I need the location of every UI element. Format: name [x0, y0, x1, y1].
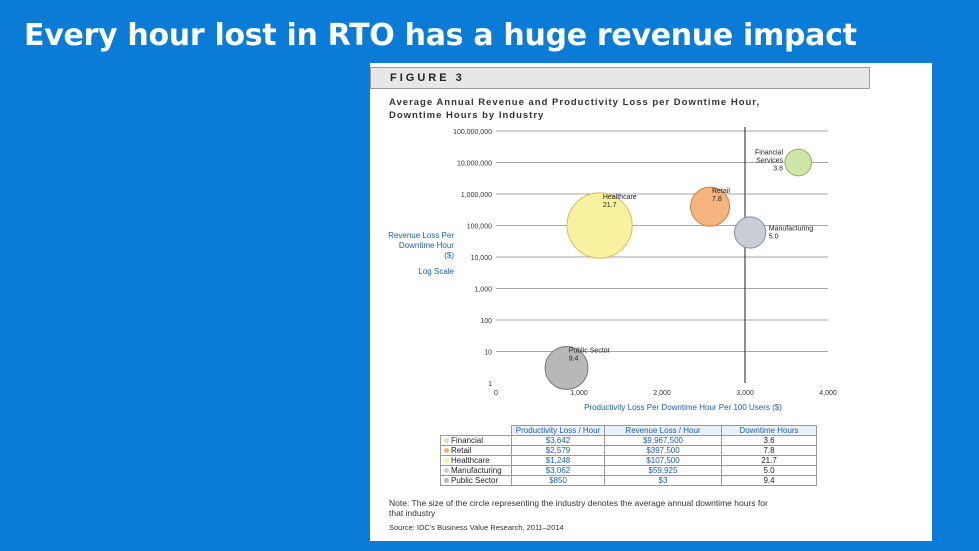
table-cell-productivity: $2,579 — [511, 445, 605, 456]
y-axis-label-line3: ($) — [444, 251, 454, 260]
bubble-financial-services — [784, 148, 813, 177]
chart-grid: 1 10 100 1,000 10,000 100,000 1,000,000 10,000,… — [453, 127, 837, 397]
table-header-revenue: Revenue Loss / Hour — [604, 425, 722, 436]
table-cell-revenue: $3 — [604, 475, 722, 486]
table-cell-industry: Healthcare — [440, 455, 512, 466]
table-cell-industry: Manufacturing — [440, 465, 512, 476]
figure-subtitle-line2: Downtime Hours by Industry — [389, 110, 545, 121]
x-tick-label: 0 — [494, 390, 498, 397]
table-header-empty — [440, 425, 512, 436]
bubble-public-sector — [544, 346, 589, 390]
y-tick-label: 10,000 — [471, 255, 493, 262]
table-cell-productivity: $850 — [511, 475, 605, 486]
figure-source: Source: IDC's Business Value Research, 2… — [389, 523, 564, 532]
x-tick-label: 3,000 — [736, 390, 754, 397]
legend-swatch — [444, 438, 449, 444]
bubble-retail — [690, 186, 731, 227]
x-tick-label: 2,000 — [653, 390, 671, 397]
y-tick-label: 10,000,000 — [457, 161, 492, 168]
y-tick-label: 1 — [488, 381, 492, 388]
table-cell-downtime: 5.0 — [721, 465, 817, 476]
table-cell-revenue: $9,967,500 — [604, 435, 722, 446]
y-tick-label: 1,000 — [474, 287, 492, 294]
legend-swatch — [444, 458, 449, 464]
x-tick-label: 4,000 — [819, 390, 837, 397]
figure-subtitle-line1: Average Annual Revenue and Productivity … — [389, 97, 761, 108]
table-cell-downtime: 21.7 — [721, 455, 817, 466]
figure-header-bar: FIGURE 3 — [370, 67, 870, 89]
table-body: Financial $3,642 $9,967,500 3.6 Retail $2,579… — [440, 435, 817, 486]
bubble-label-healthcare: Healthcare — [603, 194, 637, 201]
table-cell-productivity: $1,248 — [511, 455, 605, 466]
legend-swatch — [444, 448, 449, 454]
bubble-label-financial-services: Services — [756, 158, 783, 165]
table-cell-industry: Financial — [440, 435, 512, 446]
table-cell-revenue: $107,500 — [604, 455, 722, 466]
table-cell-industry: Retail — [440, 445, 512, 456]
bubble-healthcare — [566, 192, 633, 259]
bubble-label-public-sector: 9.4 — [569, 356, 579, 363]
slide-title: Every hour lost in RTO has a huge revenu… — [24, 18, 857, 53]
y-tick-label: 100,000,000 — [453, 129, 492, 136]
figure-panel: FIGURE 3 Average Annual Revenue and Prod… — [370, 63, 932, 541]
legend-swatch — [444, 468, 449, 474]
bubble-label-public-sector: Public Sector — [569, 348, 611, 355]
table-cell-industry: Public Sector — [440, 475, 512, 486]
bubble-label-retail: Retail — [712, 188, 730, 195]
table-header-row: Productivity Loss / Hour Revenue Loss / … — [440, 425, 817, 436]
table-cell-downtime: 3.6 — [721, 435, 817, 446]
bubble-label-healthcare: 21.7 — [603, 202, 617, 209]
table-row: Public Sector $850 $3 9.4 — [440, 475, 817, 486]
table-cell-downtime: 7.8 — [721, 445, 817, 456]
y-scale-label: Log Scale — [418, 267, 454, 276]
y-tick-label: 1,000,000 — [461, 192, 492, 199]
table-row: Manufacturing $3,062 $59,925 5.0 — [440, 465, 817, 476]
bubble-label-financial-services: Financial — [755, 150, 783, 157]
table-cell-revenue: $397,500 — [604, 445, 722, 456]
data-table: Productivity Loss / Hour Revenue Loss / … — [440, 425, 817, 486]
bubble-manufacturing — [733, 216, 767, 249]
table-row: Healthcare $1,248 $107,500 21.7 — [440, 455, 817, 466]
table-cell-revenue: $59,925 — [604, 465, 722, 476]
figure-note: Note: The size of the circle representin… — [389, 498, 768, 518]
y-tick-label: 100 — [480, 318, 492, 325]
y-tick-label: 100,000 — [467, 224, 492, 231]
table-header-downtime: Downtime Hours — [721, 425, 817, 436]
table-row: Retail $2,579 $397,500 7.8 — [440, 445, 817, 456]
y-axis-label-line1: Revenue Loss Per — [388, 231, 454, 240]
table-cell-productivity: $3,062 — [511, 465, 605, 476]
y-tick-label: 10 — [484, 350, 492, 357]
x-axis-label: Productivity Loss Per Downtime Hour Per … — [584, 403, 782, 412]
table-cell-productivity: $3,642 — [511, 435, 605, 446]
bubble-label-manufacturing: 5.0 — [769, 234, 779, 241]
bubble-chart: 1 10 100 1,000 10,000 100,000 1,000,000 10,000,… — [388, 127, 837, 412]
table-cell-downtime: 9.4 — [721, 475, 817, 486]
bubble-label-financial-services: 3.6 — [773, 166, 783, 173]
bubble-label-retail: 7.8 — [712, 196, 722, 203]
table-header-productivity: Productivity Loss / Hour — [511, 425, 605, 436]
legend-swatch — [444, 478, 449, 484]
bubble-label-manufacturing: Manufacturing — [769, 226, 813, 233]
x-tick-label: 1,000 — [570, 390, 588, 397]
y-axis-label-line2: Downtime Hour — [399, 241, 454, 250]
figure-label: FIGURE 3 — [390, 72, 465, 84]
table-row: Financial $3,642 $9,967,500 3.6 — [440, 435, 817, 446]
y-axis-label-group: Revenue Loss Per Downtime Hour ($) Log S… — [388, 231, 454, 276]
